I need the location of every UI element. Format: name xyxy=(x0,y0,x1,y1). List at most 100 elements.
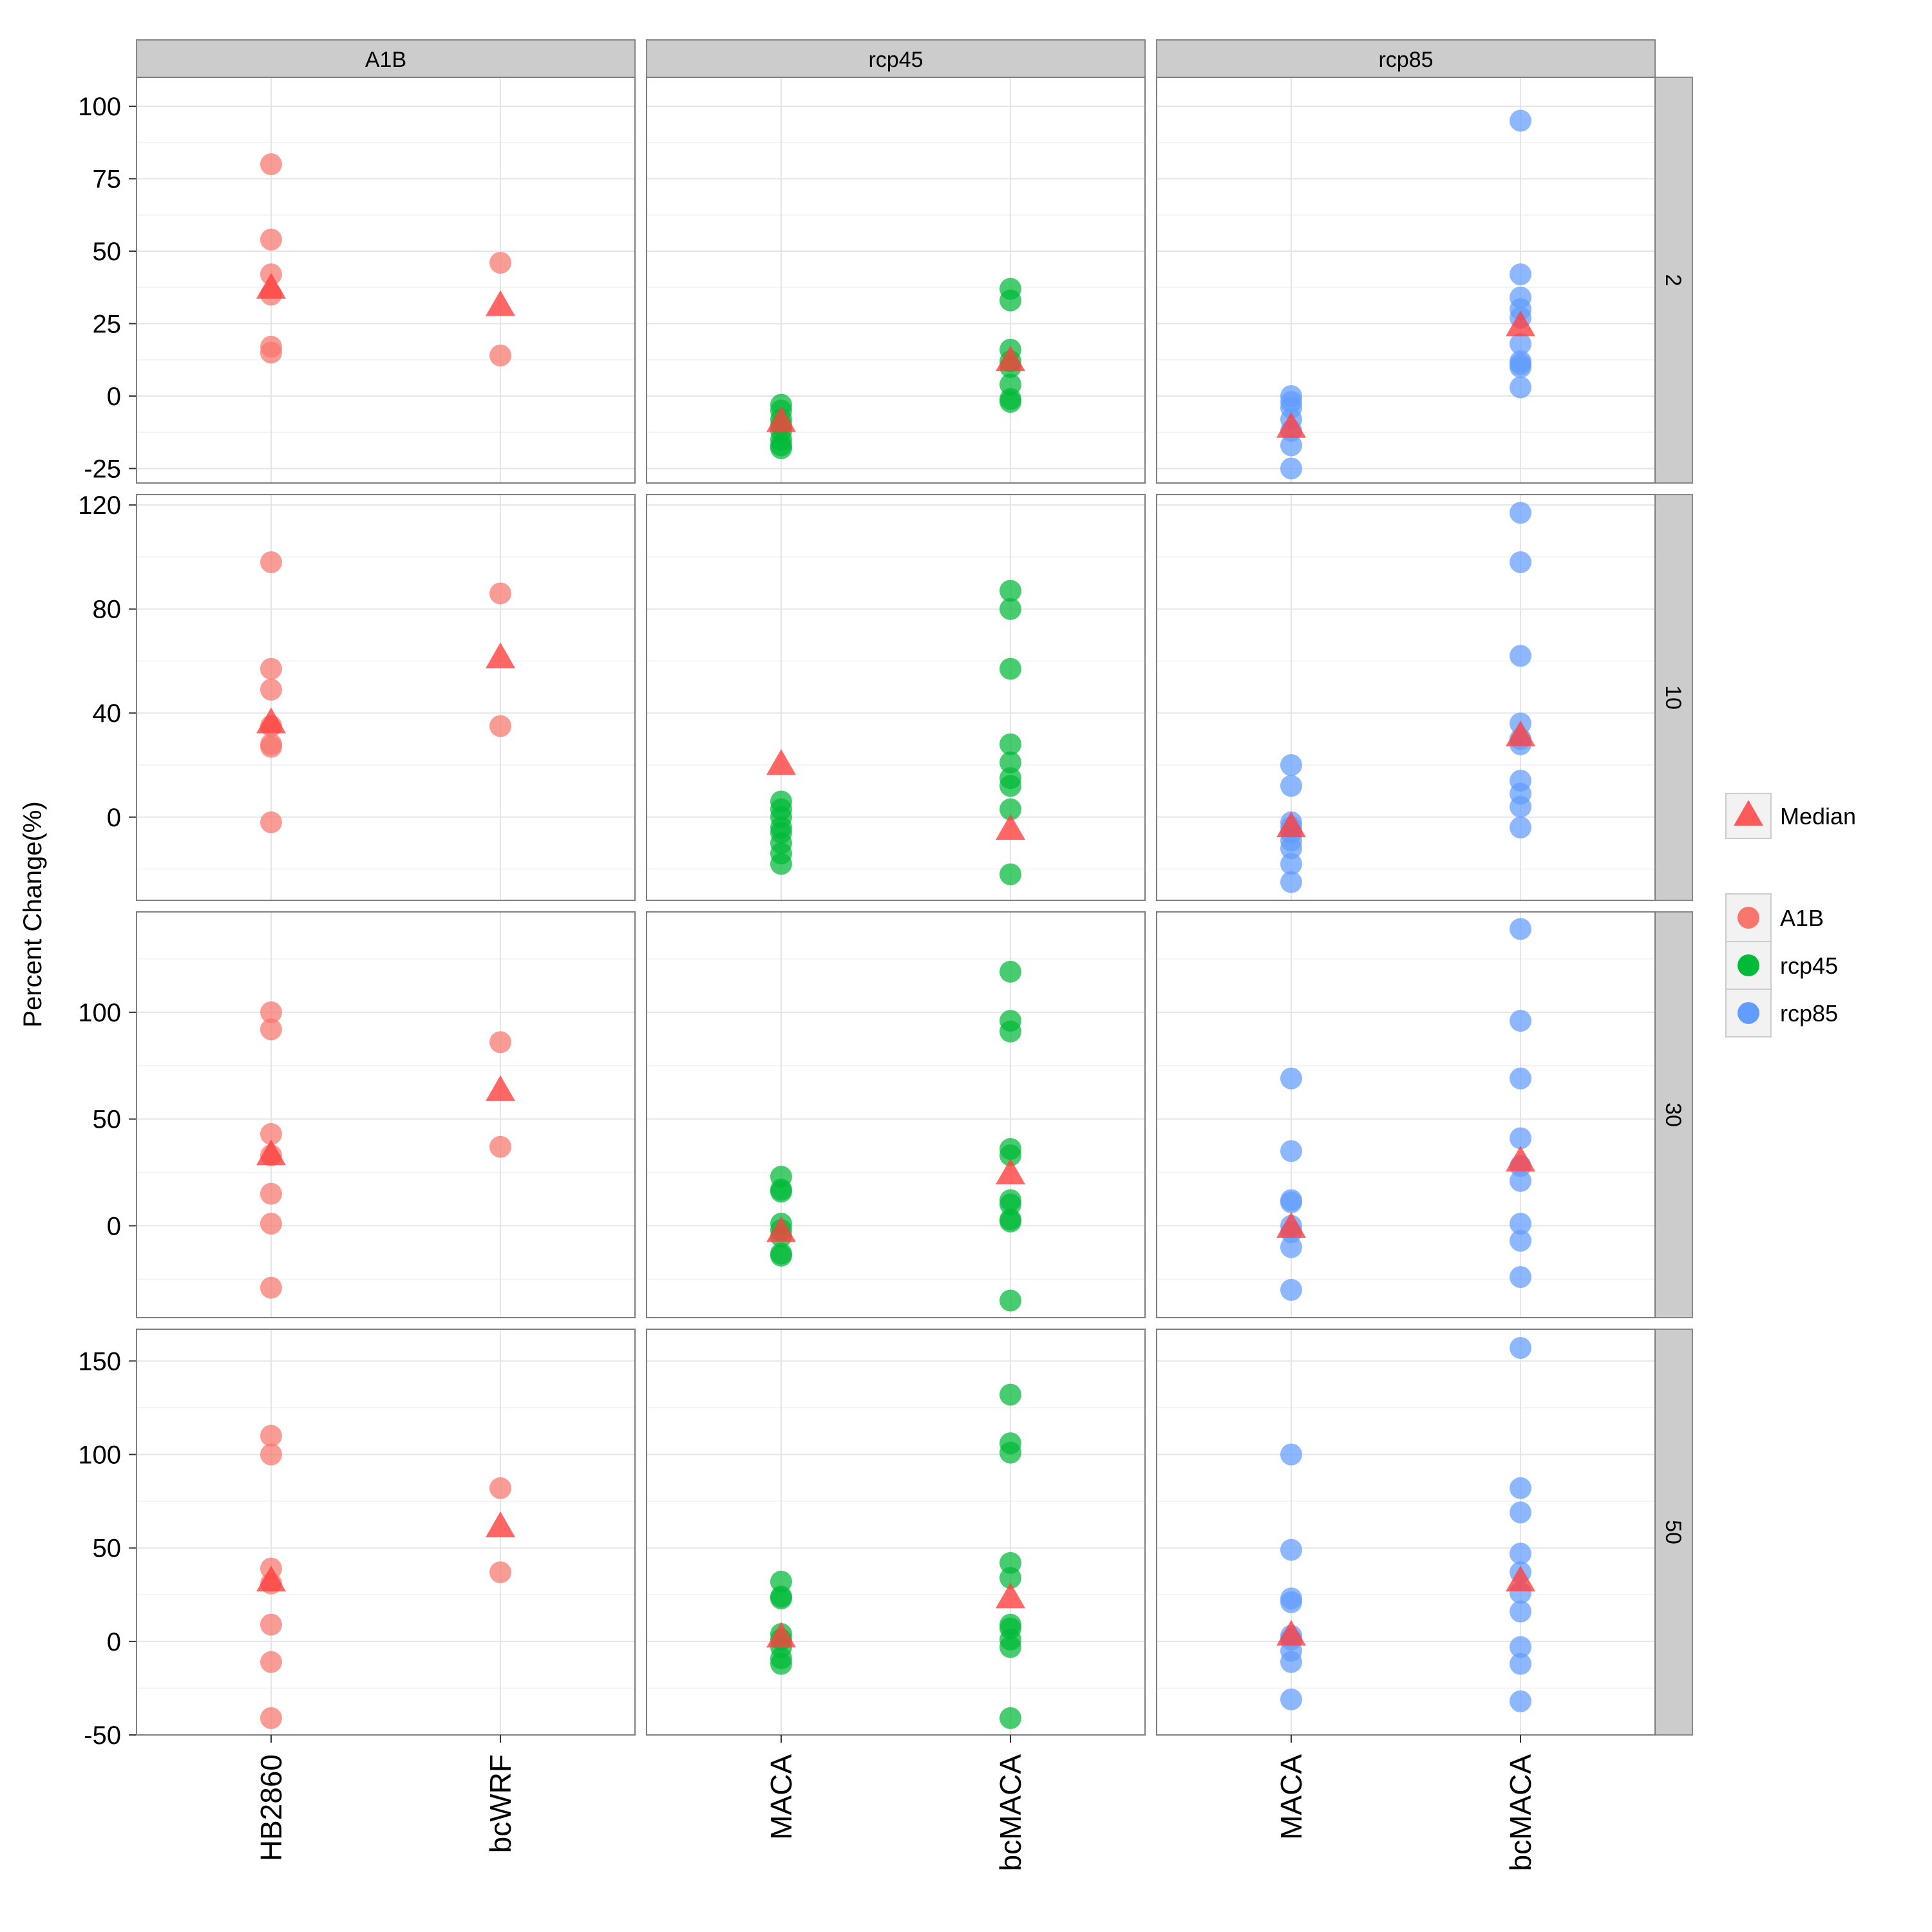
data-point xyxy=(1510,502,1532,524)
median-marker xyxy=(1276,1211,1306,1238)
data-point xyxy=(1510,1542,1532,1565)
data-point xyxy=(999,1551,1022,1574)
legend-series-marker xyxy=(1738,1002,1759,1024)
data-point xyxy=(1510,263,1532,285)
median-marker xyxy=(766,1622,796,1648)
x-tick-label: bcMACA xyxy=(994,1754,1027,1871)
median-marker xyxy=(256,707,286,734)
data-point xyxy=(999,658,1022,680)
data-point xyxy=(1510,1266,1532,1288)
data-point xyxy=(1510,376,1532,399)
row-strip-label: 50 xyxy=(1661,1520,1685,1544)
legend-median-marker xyxy=(1734,800,1763,826)
data-point xyxy=(260,1651,282,1673)
data-point xyxy=(489,715,512,737)
data-point xyxy=(260,1276,282,1299)
panel-border xyxy=(1156,911,1656,1318)
median-marker xyxy=(766,1216,796,1242)
data-point xyxy=(260,341,282,364)
data-point xyxy=(1510,816,1532,838)
row-strip-30 xyxy=(1654,911,1693,1318)
data-point xyxy=(770,853,792,875)
data-point xyxy=(260,1443,282,1466)
data-point xyxy=(999,1020,1022,1043)
data-point xyxy=(489,345,512,366)
panel-border xyxy=(646,77,1146,484)
data-point xyxy=(1280,1236,1302,1258)
data-point xyxy=(260,735,282,758)
data-point xyxy=(1510,109,1532,132)
panel-background xyxy=(137,495,635,900)
legend-key-rcp85 xyxy=(1725,989,1772,1037)
data-point xyxy=(260,1613,282,1636)
panel-border xyxy=(136,494,636,901)
data-point xyxy=(260,1122,282,1145)
y-tick-label: 150 xyxy=(78,1347,121,1376)
data-point xyxy=(260,1001,282,1023)
median-marker xyxy=(486,290,516,316)
data-point xyxy=(1510,1170,1532,1192)
y-tick-label: 50 xyxy=(93,1535,122,1563)
median-marker xyxy=(486,1075,516,1101)
panels-layer: A1B rcp45 rcp85 2 100 75 50 25 0 -25 10 120 80 40 0 30 1… xyxy=(78,39,1693,1871)
data-point xyxy=(999,1636,1022,1658)
data-point xyxy=(260,1213,282,1235)
data-point xyxy=(1280,871,1302,893)
legend-series-label: rcp85 xyxy=(1780,1000,1838,1027)
median-marker xyxy=(486,642,516,668)
data-point xyxy=(1510,1213,1532,1235)
data-point xyxy=(770,1587,792,1610)
data-point xyxy=(999,1567,1022,1589)
row-strip-2 xyxy=(1654,77,1693,484)
data-point xyxy=(1510,1337,1532,1359)
y-tick-label: 75 xyxy=(93,166,122,194)
data-point xyxy=(1280,853,1302,875)
data-point xyxy=(999,775,1022,797)
data-point xyxy=(1510,1636,1532,1658)
data-point xyxy=(489,582,512,605)
row-strip-label: 10 xyxy=(1661,685,1685,710)
data-point xyxy=(1280,1278,1302,1301)
data-point xyxy=(1280,434,1302,457)
data-point xyxy=(1280,457,1302,480)
data-point xyxy=(260,1018,282,1041)
median-marker xyxy=(1276,1620,1306,1646)
column-strip-label: rcp85 xyxy=(1378,48,1433,72)
y-tick-label: 50 xyxy=(93,1106,122,1134)
median-marker xyxy=(1276,412,1306,438)
panel-background xyxy=(137,1329,635,1735)
data-point xyxy=(999,751,1022,773)
y-tick-label: 0 xyxy=(107,804,121,832)
column-strip-label: A1B xyxy=(365,48,406,72)
panel-background xyxy=(647,912,1145,1318)
median-marker xyxy=(1506,310,1536,337)
median-marker xyxy=(1506,1146,1536,1172)
data-point xyxy=(489,1561,512,1584)
y-tick-label: 120 xyxy=(78,491,121,520)
data-point xyxy=(489,1477,512,1499)
legend-series-label: A1B xyxy=(1780,905,1824,931)
panel-background xyxy=(647,77,1145,483)
y-tick-label: 25 xyxy=(93,310,122,339)
x-tick-label: HB2860 xyxy=(254,1754,288,1861)
y-tick-label: -50 xyxy=(84,1721,121,1750)
data-point xyxy=(1280,1191,1302,1213)
y-tick-label: 0 xyxy=(107,1628,121,1656)
data-point xyxy=(1510,1067,1532,1090)
y-tick-label: 80 xyxy=(93,596,122,624)
median-marker xyxy=(766,749,796,775)
data-point xyxy=(999,1707,1022,1729)
panel-border xyxy=(646,1329,1146,1736)
data-point xyxy=(260,551,282,573)
row-strip-label: 30 xyxy=(1661,1103,1685,1127)
column-strip-rcp85 xyxy=(1156,39,1656,78)
data-point xyxy=(999,733,1022,755)
data-point xyxy=(1510,1477,1532,1499)
column-strip-label: rcp45 xyxy=(868,48,923,72)
panel-background xyxy=(137,77,635,483)
panel-border xyxy=(1156,1329,1656,1736)
panel-background xyxy=(1157,1329,1655,1735)
panel-background xyxy=(1157,77,1655,483)
data-point xyxy=(999,960,1022,983)
